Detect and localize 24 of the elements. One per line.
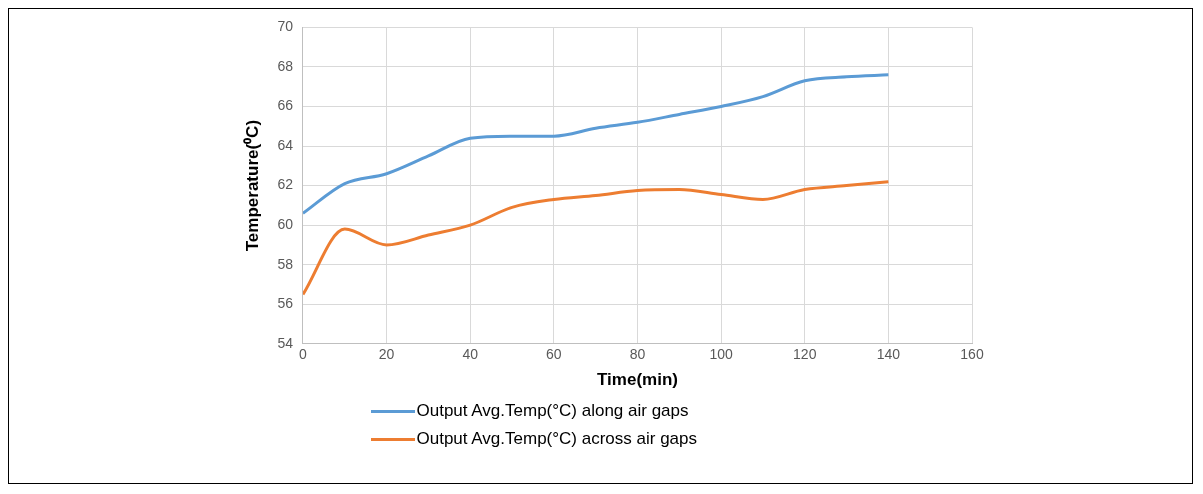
x-tick-label: 60 xyxy=(546,346,562,363)
y-tick-label: 62 xyxy=(277,176,294,193)
y-tick-label: 66 xyxy=(277,97,294,114)
x-tick-label: 80 xyxy=(629,346,646,363)
legend-label: Output Avg.Temp(°C) across air gaps xyxy=(416,429,697,449)
line-series xyxy=(302,73,890,215)
y-tick-label: 60 xyxy=(277,216,294,233)
x-tick-label: 100 xyxy=(709,346,734,363)
y-tick-label: 70 xyxy=(277,18,294,35)
line-series xyxy=(302,180,890,296)
x-axis-title: Time(min) xyxy=(597,370,678,390)
y-tick-label: 56 xyxy=(277,295,294,312)
legend-label: Output Avg.Temp(°C) along air gaps xyxy=(416,401,689,421)
y-tick-label: 64 xyxy=(277,136,294,153)
x-tick-label: 20 xyxy=(378,346,395,363)
x-tick-label: 120 xyxy=(793,346,817,363)
x-tick-label: 140 xyxy=(876,346,901,363)
x-tick-label: 40 xyxy=(462,346,479,363)
y-tick-label: 58 xyxy=(277,255,294,272)
y-tick-label: 54 xyxy=(277,334,294,351)
x-tick-label: 160 xyxy=(960,346,984,363)
y-tick-label: 68 xyxy=(277,57,294,74)
x-tick-label: 0 xyxy=(299,346,308,363)
y-axis-title: Temperature(⁰C) xyxy=(242,119,262,252)
